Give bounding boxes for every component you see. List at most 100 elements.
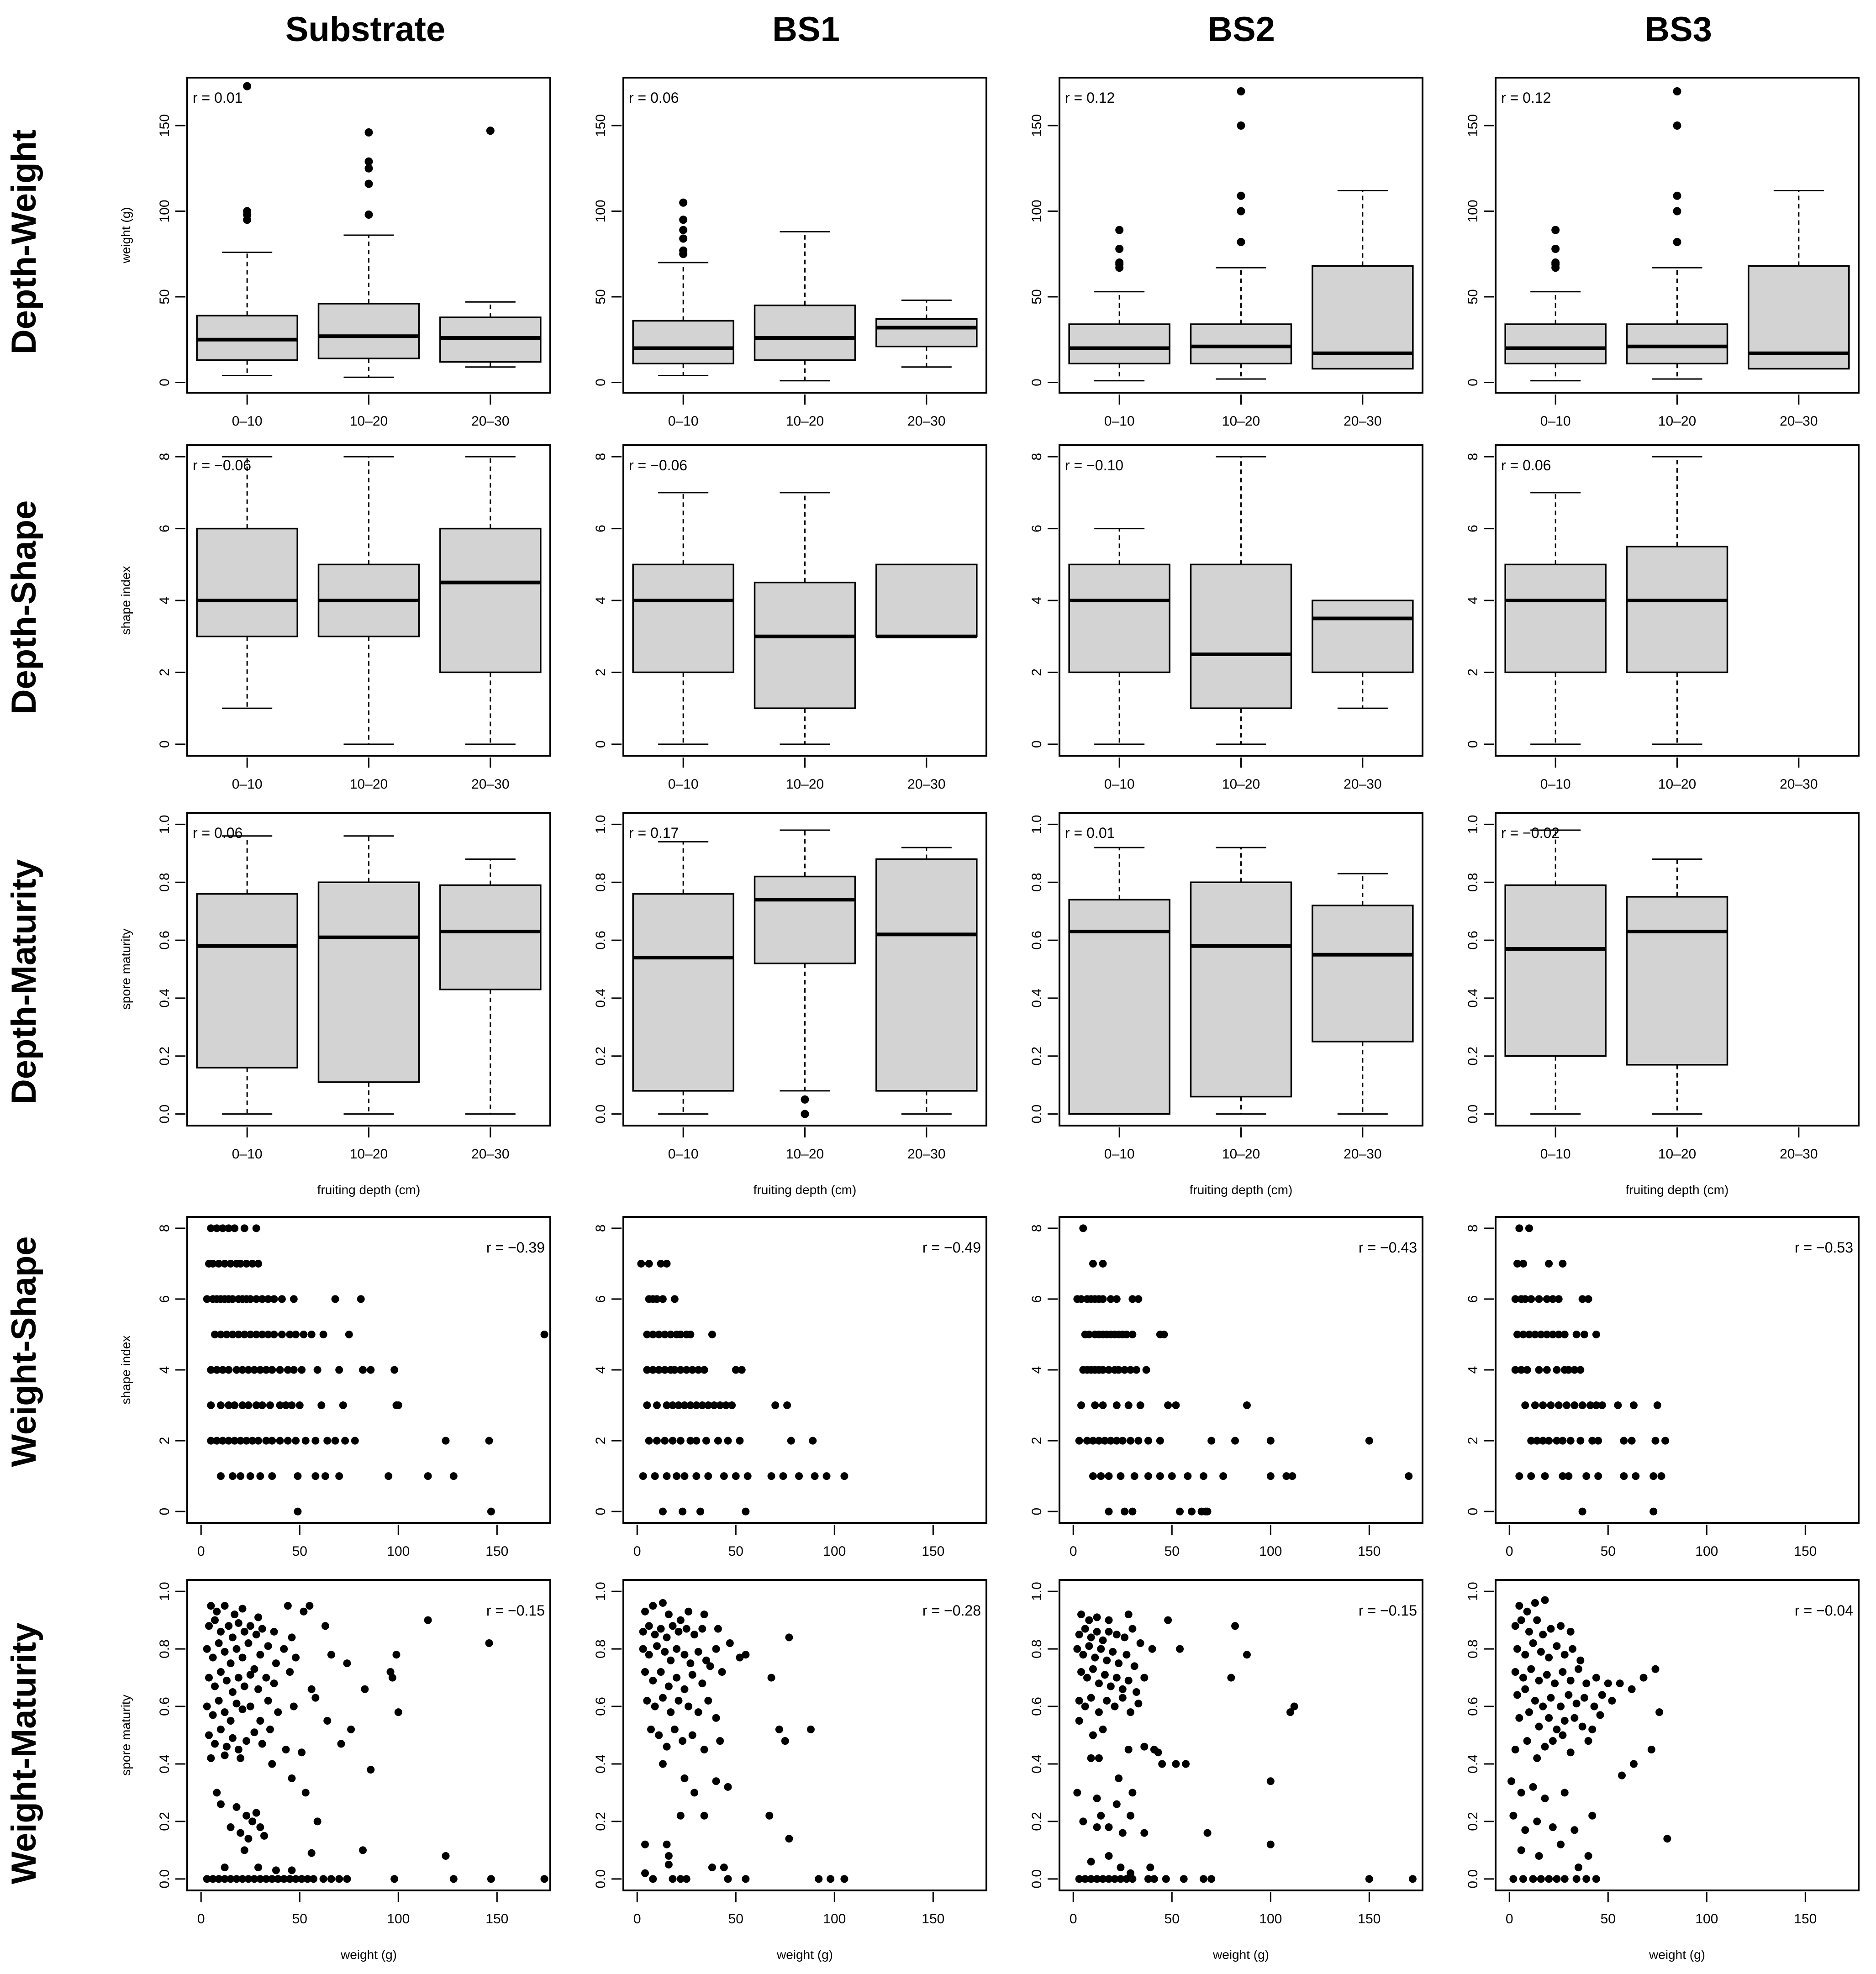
x-tick-label: 150 <box>485 1911 508 1927</box>
data-point <box>680 1651 689 1659</box>
data-point <box>669 1401 677 1410</box>
data-point <box>1584 1737 1592 1745</box>
data-point <box>284 1602 292 1610</box>
data-point <box>237 1259 245 1268</box>
data-point <box>300 1607 308 1616</box>
x-tick-label: 0 <box>1070 1544 1077 1559</box>
data-point <box>317 1401 326 1410</box>
data-point <box>207 1401 215 1410</box>
data-point <box>1565 1472 1573 1480</box>
data-point <box>1547 1625 1555 1633</box>
data-point <box>1517 1789 1525 1797</box>
data-point <box>1515 1602 1523 1610</box>
data-point <box>1557 1622 1565 1630</box>
data-point <box>1077 1295 1086 1303</box>
data-point <box>1566 1437 1575 1445</box>
data-point <box>827 1875 835 1883</box>
data-point <box>240 1330 248 1338</box>
data-point <box>262 1875 270 1883</box>
box-0–10 <box>1504 323 1607 364</box>
y-tick-label: 8 <box>1465 1224 1481 1232</box>
data-point <box>211 1616 219 1624</box>
data-point <box>696 1507 705 1516</box>
plot-frame <box>1495 812 1860 1126</box>
data-point <box>1079 1817 1087 1826</box>
data-point <box>270 1330 278 1338</box>
data-point <box>1560 1789 1569 1797</box>
correlation-label: r = −0.49 <box>922 1239 981 1256</box>
data-point <box>1103 1656 1111 1664</box>
data-point <box>663 1742 671 1751</box>
data-point <box>1521 1401 1529 1410</box>
correlation-label: r = −0.53 <box>1795 1239 1853 1256</box>
data-point <box>673 1645 681 1653</box>
data-point <box>298 1748 306 1757</box>
data-point <box>1266 1777 1275 1785</box>
y-axis-label: shape index <box>119 1335 133 1404</box>
outlier-point <box>1115 245 1124 253</box>
data-point <box>1144 1437 1152 1445</box>
x-tick-label: 20–30 <box>907 1147 945 1162</box>
data-point <box>1128 1875 1137 1883</box>
data-point <box>686 1330 695 1338</box>
data-point <box>288 1774 296 1782</box>
data-point <box>323 1437 332 1445</box>
data-point <box>222 1742 231 1751</box>
plot-frame <box>1059 1216 1423 1524</box>
panel-depth-shape-bs2: 0 2 4 6 8 0–10 10–20 20–30 r = −0.10 <box>1029 444 1423 792</box>
outlier-point <box>679 226 688 234</box>
data-point <box>246 1295 254 1303</box>
data-point <box>219 1366 227 1374</box>
data-point <box>726 1639 734 1648</box>
data-point <box>252 1401 260 1410</box>
data-point <box>736 1653 744 1662</box>
data-point <box>213 1437 221 1445</box>
data-point <box>708 1330 716 1338</box>
data-point <box>221 1259 229 1268</box>
data-point <box>1089 1259 1097 1268</box>
data-point <box>1115 1659 1123 1668</box>
data-point <box>222 1676 231 1684</box>
data-point <box>1651 1665 1660 1673</box>
x-tick-label: 0 <box>197 1544 205 1559</box>
data-point <box>1565 1366 1573 1374</box>
data-point <box>310 1875 318 1883</box>
x-tick-label: 150 <box>1358 1911 1381 1927</box>
data-point <box>304 1875 312 1883</box>
data-point <box>771 1401 780 1410</box>
data-point <box>694 1648 702 1656</box>
data-point <box>215 1259 223 1268</box>
data-point <box>1549 1295 1557 1303</box>
row-titles: Depth-Weight Depth-Shape Depth-Maturity … <box>5 130 43 1885</box>
data-point <box>685 1702 693 1711</box>
data-point <box>670 1725 679 1733</box>
box-0–10 <box>1068 323 1170 364</box>
data-point <box>1134 1437 1143 1445</box>
data-point <box>207 1366 215 1374</box>
data-point <box>232 1875 241 1883</box>
box-20–30 <box>875 318 978 347</box>
data-point <box>686 1401 695 1410</box>
y-tick-label: 0.2 <box>1029 1047 1044 1066</box>
data-point <box>1604 1679 1612 1688</box>
outlier-point <box>364 128 373 137</box>
data-point <box>276 1437 284 1445</box>
data-point <box>639 1472 647 1480</box>
data-point <box>1509 1811 1518 1820</box>
data-point <box>664 1852 673 1860</box>
data-point <box>298 1366 306 1374</box>
data-point <box>335 1366 343 1374</box>
data-point <box>655 1366 663 1374</box>
y-tick-label: 6 <box>157 525 172 532</box>
outlier-point <box>679 234 688 243</box>
data-point <box>682 1366 690 1374</box>
x-tick-label: 0–10 <box>232 1147 263 1162</box>
data-point <box>1655 1708 1664 1716</box>
data-point <box>692 1472 701 1480</box>
data-point <box>307 1849 316 1857</box>
plot-frame <box>1495 444 1860 757</box>
data-point <box>649 1366 657 1374</box>
y-tick-label: 2 <box>1029 1437 1044 1445</box>
data-point <box>659 1694 667 1702</box>
y-tick-label: 50 <box>1029 289 1044 304</box>
